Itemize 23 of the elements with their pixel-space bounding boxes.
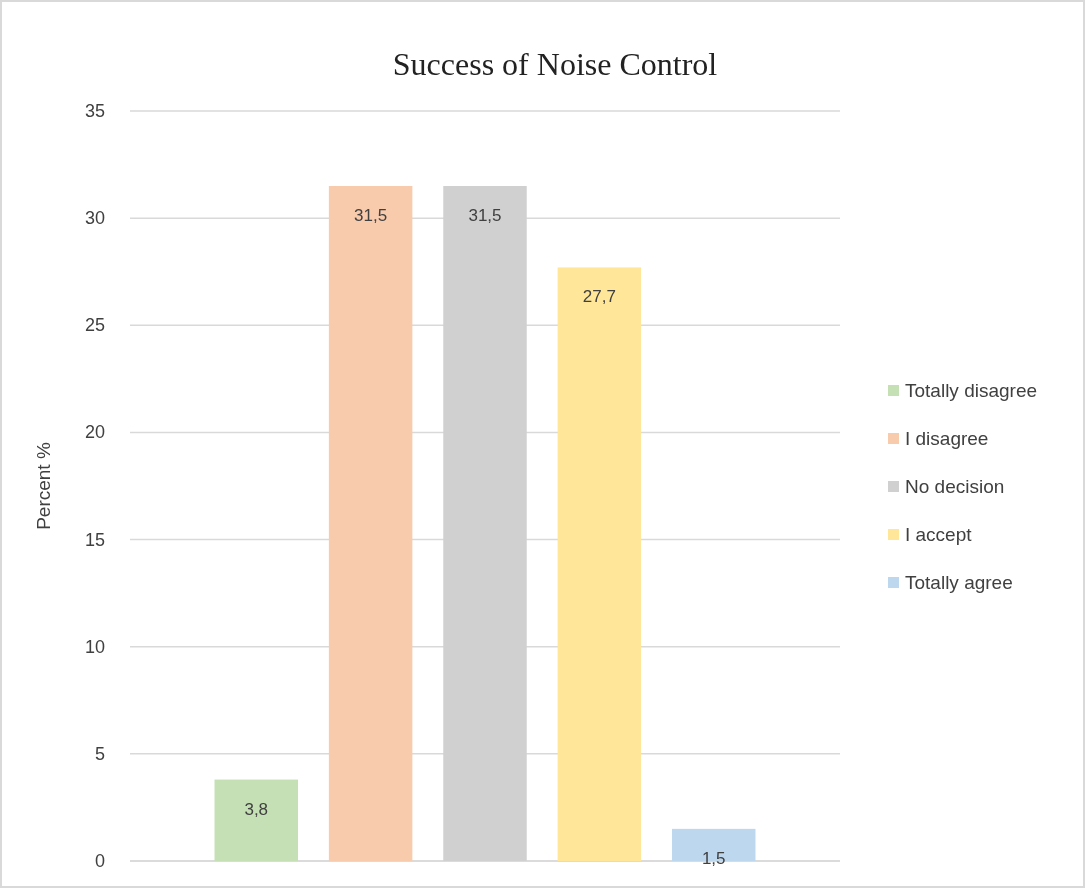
chart-title: Success of Noise Control: [392, 46, 718, 82]
y-tick-label: 10: [84, 636, 105, 657]
y-tick-label: 15: [84, 529, 105, 550]
y-tick-label: 30: [84, 208, 105, 229]
y-tick-label: 35: [84, 101, 105, 121]
legend-label: I accept: [905, 524, 973, 545]
y-tick-label: 25: [84, 315, 105, 336]
y-axis-title: Percent %: [33, 442, 54, 530]
data-label: 3,8: [244, 799, 269, 819]
bar: [214, 779, 299, 861]
data-label: 27,7: [582, 287, 616, 307]
data-label: 1,5: [701, 848, 726, 868]
data-label: 31,5: [354, 206, 388, 225]
y-tick-label: 20: [84, 422, 105, 443]
y-tick-label: 0: [94, 851, 105, 871]
legend-label: No decision: [905, 476, 1005, 497]
y-tick-label: 5: [94, 743, 105, 764]
bar: [328, 186, 413, 861]
legend-label: I disagree: [905, 428, 989, 449]
legend-label: Totally disagree: [905, 380, 1038, 401]
bar: [557, 267, 642, 861]
legend-label: Totally agree: [905, 572, 1013, 593]
data-label: 31,5: [468, 206, 502, 225]
